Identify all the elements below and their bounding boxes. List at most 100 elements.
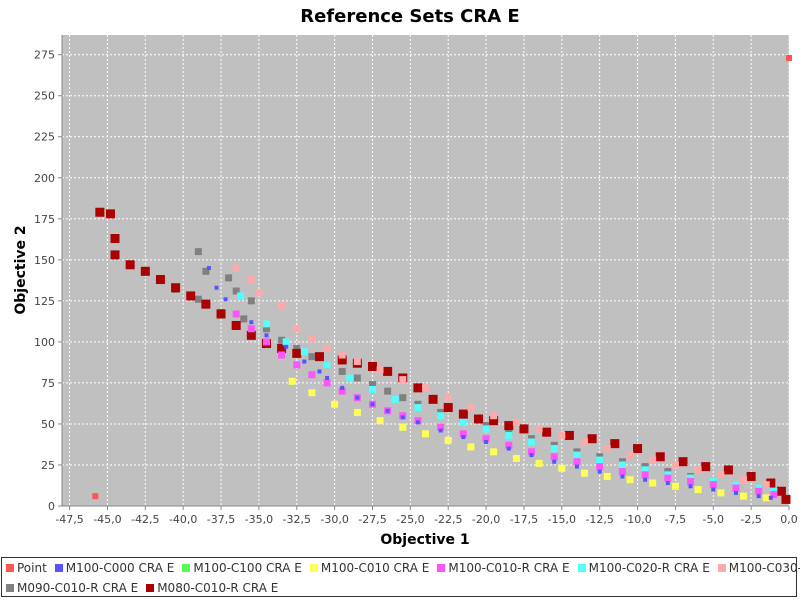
- data-point: [482, 435, 490, 443]
- data-point: [504, 421, 514, 431]
- data-point: [293, 361, 301, 369]
- legend-item: M100-C000 CRA E: [54, 561, 174, 575]
- legend-label: M100-C020-R CRA E: [588, 561, 710, 575]
- legend-label: M100-C100 CRA E: [193, 561, 302, 575]
- data-point: [308, 353, 316, 361]
- data-point: [376, 417, 384, 425]
- data-point: [641, 466, 649, 474]
- data-point: [171, 283, 181, 293]
- data-point: [317, 369, 322, 374]
- x-tick-label: -15,0: [548, 513, 576, 526]
- data-point: [353, 358, 361, 366]
- data-point: [626, 476, 634, 484]
- x-tick-label: -27,5: [358, 513, 386, 526]
- x-tick-label: -47,5: [55, 513, 83, 526]
- data-point: [413, 383, 423, 393]
- data-point: [225, 274, 233, 282]
- data-point: [346, 374, 354, 382]
- data-point: [415, 420, 420, 425]
- data-point: [323, 344, 331, 352]
- data-point: [709, 481, 717, 489]
- data-point: [781, 494, 791, 504]
- data-point: [512, 454, 520, 462]
- y-tick-label: 125: [34, 295, 55, 308]
- data-point: [633, 444, 643, 454]
- data-point: [786, 54, 792, 61]
- series-point: [92, 54, 792, 500]
- data-point: [474, 414, 484, 424]
- data-point: [756, 494, 761, 499]
- series-m100-c030-r-cra-e: [232, 264, 770, 489]
- data-point: [277, 343, 287, 353]
- data-point: [733, 490, 738, 495]
- data-point: [655, 452, 665, 462]
- legend-label: M100-C030-R CRA E: [728, 561, 800, 575]
- data-point: [249, 320, 254, 325]
- data-point: [603, 445, 611, 453]
- data-point: [194, 295, 202, 303]
- data-point: [649, 479, 657, 487]
- chart: Reference Sets CRA E -47,5 -45,0 -42,5 -40,…: [13, 6, 798, 548]
- data-point: [201, 299, 211, 309]
- legend-swatch: [309, 564, 318, 572]
- data-point: [282, 338, 290, 346]
- legend-item: M080-C010-R CRA E: [146, 581, 278, 595]
- data-point: [444, 394, 452, 402]
- data-point: [461, 435, 466, 440]
- x-axis: -47,5 -45,0 -42,5 -40,0 -37,5 -35,0 -32,5 -30,0…: [55, 505, 798, 526]
- data-point: [338, 351, 346, 359]
- data-point: [528, 448, 536, 456]
- data-point: [247, 297, 255, 305]
- legend-item: M100-C030-R CRA E: [717, 561, 800, 575]
- x-tick-label: -20,0: [472, 513, 500, 526]
- data-point: [459, 430, 467, 438]
- data-point: [262, 338, 270, 346]
- data-point: [323, 379, 331, 387]
- x-tick-label: -22,5: [434, 513, 462, 526]
- data-point: [467, 404, 475, 412]
- data-point: [216, 309, 226, 319]
- y-tick-label: 225: [34, 131, 55, 144]
- data-point: [300, 348, 308, 356]
- data-point: [353, 408, 361, 416]
- data-point: [399, 376, 407, 384]
- x-tick-label: -37,5: [207, 513, 235, 526]
- data-point: [574, 464, 579, 469]
- x-tick-label: -17,5: [510, 513, 538, 526]
- data-point: [762, 494, 770, 502]
- data-point: [202, 267, 210, 275]
- data-point: [206, 266, 211, 271]
- data-point: [711, 487, 716, 492]
- data-point: [262, 320, 270, 328]
- legend-swatch: [54, 564, 63, 572]
- data-point: [288, 377, 296, 385]
- data-point: [367, 362, 377, 372]
- data-point: [701, 462, 711, 472]
- data-point: [376, 366, 384, 374]
- data-point: [247, 325, 255, 333]
- data-point: [223, 297, 228, 302]
- data-point: [437, 412, 445, 420]
- data-point: [688, 484, 693, 489]
- series-layer: [92, 54, 792, 504]
- data-point: [746, 471, 756, 481]
- y-tick-label: 25: [41, 459, 55, 472]
- data-point: [262, 325, 270, 333]
- data-point: [519, 424, 529, 434]
- data-point: [284, 344, 289, 349]
- data-point: [459, 418, 467, 426]
- data-point: [649, 456, 657, 464]
- data-point: [240, 315, 248, 323]
- x-tick-label: -42,5: [131, 513, 159, 526]
- y-tick-label: 250: [34, 90, 55, 103]
- data-point: [550, 453, 558, 461]
- legend-item: M090-C010-R CRA E: [6, 581, 138, 595]
- data-point: [293, 325, 301, 333]
- data-point: [337, 355, 347, 365]
- data-point: [687, 477, 695, 485]
- y-tick-label: 200: [34, 172, 55, 185]
- legend-item: M100-C100 CRA E: [182, 561, 302, 575]
- data-point: [437, 423, 445, 431]
- data-point: [482, 425, 490, 433]
- x-tick-label: -30,0: [320, 513, 348, 526]
